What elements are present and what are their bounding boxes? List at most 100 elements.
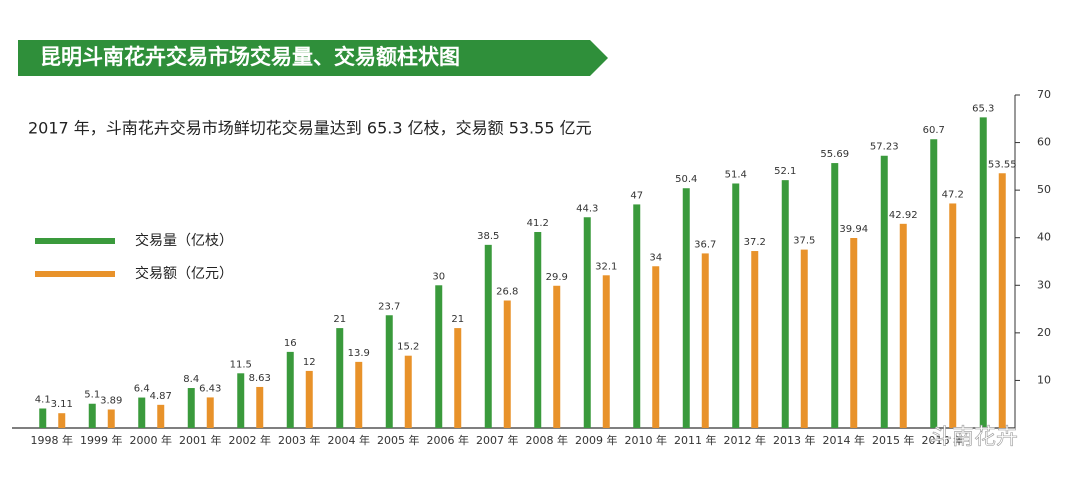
- x-tick-label: 2015 年: [872, 433, 915, 447]
- value-label: 26.8: [496, 287, 518, 298]
- value-label: 50.4: [675, 174, 697, 185]
- bar: [305, 370, 313, 428]
- value-label: 16: [284, 338, 297, 349]
- value-label: 4.1: [35, 394, 51, 405]
- bar: [534, 232, 542, 428]
- bar: [652, 266, 660, 428]
- bar: [979, 117, 987, 428]
- y-tick-label: 60: [1037, 136, 1051, 149]
- bar: [58, 413, 66, 428]
- bar: [503, 300, 511, 428]
- bar: [157, 404, 165, 428]
- value-label: 4.87: [150, 391, 172, 402]
- bar: [435, 285, 443, 428]
- bar: [800, 249, 808, 428]
- bar: [583, 217, 591, 428]
- x-tick-label: 2007 年: [476, 433, 519, 447]
- x-tick-label: 2009 年: [575, 433, 618, 447]
- y-tick-label: 30: [1037, 278, 1051, 291]
- value-label: 5.1: [84, 390, 100, 401]
- value-label: 52.1: [774, 166, 796, 177]
- bar: [701, 253, 709, 428]
- title-banner: [18, 40, 608, 76]
- bar: [256, 386, 264, 428]
- bar: [107, 409, 115, 428]
- bar: [39, 408, 47, 428]
- value-label: 32.1: [595, 261, 617, 272]
- legend-label: 交易量（亿枝）: [135, 232, 233, 249]
- x-tick-label: 2016 年: [922, 433, 965, 447]
- x-tick-label: 2013 年: [773, 433, 816, 447]
- bar: [732, 183, 740, 428]
- value-label: 6.4: [134, 384, 150, 395]
- y-tick-label: 20: [1037, 326, 1051, 339]
- value-label: 8.4: [183, 374, 199, 385]
- value-label: 42.92: [889, 210, 918, 221]
- bar: [237, 373, 245, 428]
- value-label: 15.2: [397, 342, 419, 353]
- x-tick-label: 2001 年: [179, 433, 222, 447]
- y-tick-label: 10: [1037, 373, 1051, 386]
- value-label: 34: [649, 252, 662, 263]
- value-label: 57.23: [870, 142, 899, 153]
- x-tick-label: 2004 年: [328, 433, 371, 447]
- bar: [187, 388, 195, 428]
- bar: [553, 285, 561, 428]
- legend-label: 交易额（亿元）: [135, 265, 233, 282]
- bar: [633, 204, 641, 428]
- value-label: 41.2: [527, 218, 549, 229]
- value-label: 51.4: [725, 169, 747, 180]
- bar: [602, 275, 610, 428]
- x-tick-label: 1998 年: [31, 433, 74, 447]
- subtitle: 2017 年，斗南花卉交易市场鲜切花交易量达到 65.3 亿枝，交易额 53.5…: [28, 119, 592, 138]
- value-label: 65.3: [972, 103, 994, 114]
- value-label: 23.7: [378, 301, 400, 312]
- bar: [751, 251, 759, 428]
- y-tick-label: 70: [1037, 88, 1051, 101]
- value-label: 55.69: [820, 149, 849, 160]
- y-tick-label: 50: [1037, 183, 1051, 196]
- bar: [484, 244, 492, 428]
- value-label: 8.63: [249, 373, 271, 384]
- bar: [404, 355, 412, 428]
- x-tick-label: 2008 年: [526, 433, 569, 447]
- value-label: 6.43: [199, 383, 221, 394]
- bar: [336, 328, 344, 428]
- value-label: 37.5: [793, 236, 815, 247]
- value-label: 3.89: [100, 395, 122, 406]
- value-label: 37.2: [744, 237, 766, 248]
- value-label: 3.11: [51, 399, 73, 410]
- value-label: 60.7: [923, 125, 945, 136]
- bar: [831, 163, 839, 428]
- bar: [385, 315, 393, 428]
- bar: [998, 173, 1006, 428]
- bar: [88, 403, 96, 428]
- value-label: 12: [303, 357, 316, 368]
- value-label: 29.9: [546, 272, 568, 283]
- bar: [682, 188, 690, 428]
- x-tick-label: 2003 年: [278, 433, 321, 447]
- x-tick-label: 2014 年: [823, 433, 866, 447]
- x-tick-label: 1999 年: [80, 433, 123, 447]
- chart-title: 昆明斗南花卉交易市场交易量、交易额柱状图: [40, 45, 460, 69]
- value-label: 47.2: [942, 189, 964, 200]
- x-tick-label: 2012 年: [724, 433, 767, 447]
- bar: [930, 139, 938, 428]
- value-label: 21: [451, 314, 464, 325]
- value-label: 53.55: [988, 159, 1017, 170]
- value-label: 11.5: [230, 359, 252, 370]
- bar: [454, 328, 462, 428]
- x-tick-label: 2011 年: [674, 433, 717, 447]
- value-label: 21: [333, 314, 346, 325]
- bar: [138, 397, 146, 428]
- value-label: 39.94: [839, 224, 868, 235]
- bar: [206, 397, 214, 428]
- bar: [880, 155, 888, 428]
- value-label: 36.7: [694, 239, 716, 250]
- x-tick-label: 2002 年: [229, 433, 272, 447]
- value-label: 30: [432, 271, 445, 282]
- bar: [355, 361, 363, 428]
- x-tick-label: 2006 年: [427, 433, 470, 447]
- watermark: 斗南花卉: [930, 425, 1018, 450]
